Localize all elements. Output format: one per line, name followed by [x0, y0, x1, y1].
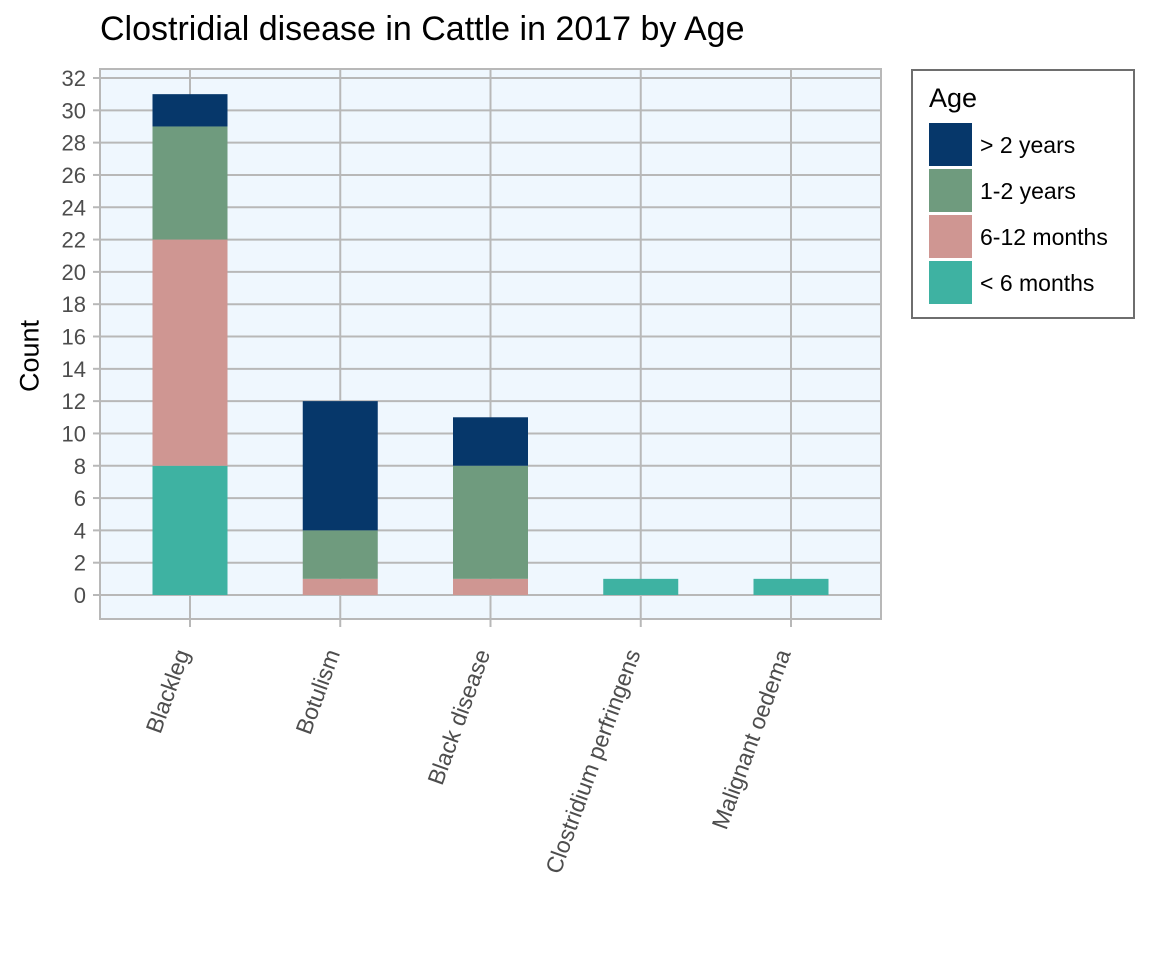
y-tick-label: 20	[62, 260, 86, 285]
bar-segment	[302, 578, 378, 595]
legend-swatch	[929, 261, 972, 304]
legend-label: 6-12 months	[980, 224, 1108, 250]
y-tick-label: 26	[62, 163, 86, 188]
bar-segment	[453, 465, 528, 579]
y-tick-label: 2	[74, 551, 86, 576]
y-tick-label: 30	[62, 98, 86, 123]
panel-border	[99, 68, 882, 620]
legend-item: < 6 months	[929, 261, 1129, 305]
legend-label: < 6 months	[980, 270, 1095, 296]
legend-swatch	[929, 215, 972, 258]
y-tick-label: 10	[62, 421, 86, 446]
y-tick-label: 24	[62, 195, 86, 220]
y-tick-label: 28	[62, 131, 86, 156]
y-tick-label: 32	[62, 66, 86, 91]
x-tick-label: Malignant oedema	[707, 646, 796, 833]
chart-title: Clostridial disease in Cattle in 2017 by…	[100, 10, 745, 48]
bar-segment	[152, 465, 228, 595]
legend-label: 1-2 years	[980, 178, 1076, 204]
y-tick-label: 16	[62, 325, 86, 350]
gridlines	[100, 69, 881, 619]
x-tick-label: Blackleg	[141, 646, 195, 737]
bar-segment	[603, 578, 679, 595]
bar-segment	[753, 578, 829, 595]
legend-item: 6-12 months	[929, 215, 1129, 259]
bar-segment	[152, 94, 228, 127]
y-tick-label: 6	[74, 486, 86, 511]
legend-item: 1-2 years	[929, 169, 1129, 213]
bar-segment	[152, 126, 228, 240]
y-tick-label: 14	[62, 357, 86, 382]
legend-swatch	[929, 169, 972, 212]
legend-item: > 2 years	[929, 123, 1129, 167]
x-tick-label: Botulism	[290, 646, 345, 738]
y-tick-label: 8	[74, 454, 86, 479]
legend-label: > 2 years	[980, 132, 1076, 158]
legend: Age > 2 years 1-2 years 6-12 months < 6 mon…	[911, 69, 1135, 319]
y-tick-label: 12	[62, 389, 86, 414]
bar-segment	[152, 239, 228, 466]
y-tick-label: 4	[74, 518, 86, 543]
bar-segment	[453, 417, 528, 466]
bar-segment	[302, 401, 378, 531]
y-tick-label: 18	[62, 292, 86, 317]
legend-swatch	[929, 123, 972, 166]
bar-segment	[302, 530, 378, 579]
y-tick-label: 22	[62, 228, 86, 253]
bars	[152, 94, 829, 595]
legend-title: Age	[929, 83, 978, 113]
x-tick-label: Clostridium perfringens	[540, 646, 645, 877]
x-tick-label: Black disease	[422, 646, 495, 788]
bar-segment	[453, 578, 528, 595]
y-tick-label: 0	[74, 583, 86, 608]
